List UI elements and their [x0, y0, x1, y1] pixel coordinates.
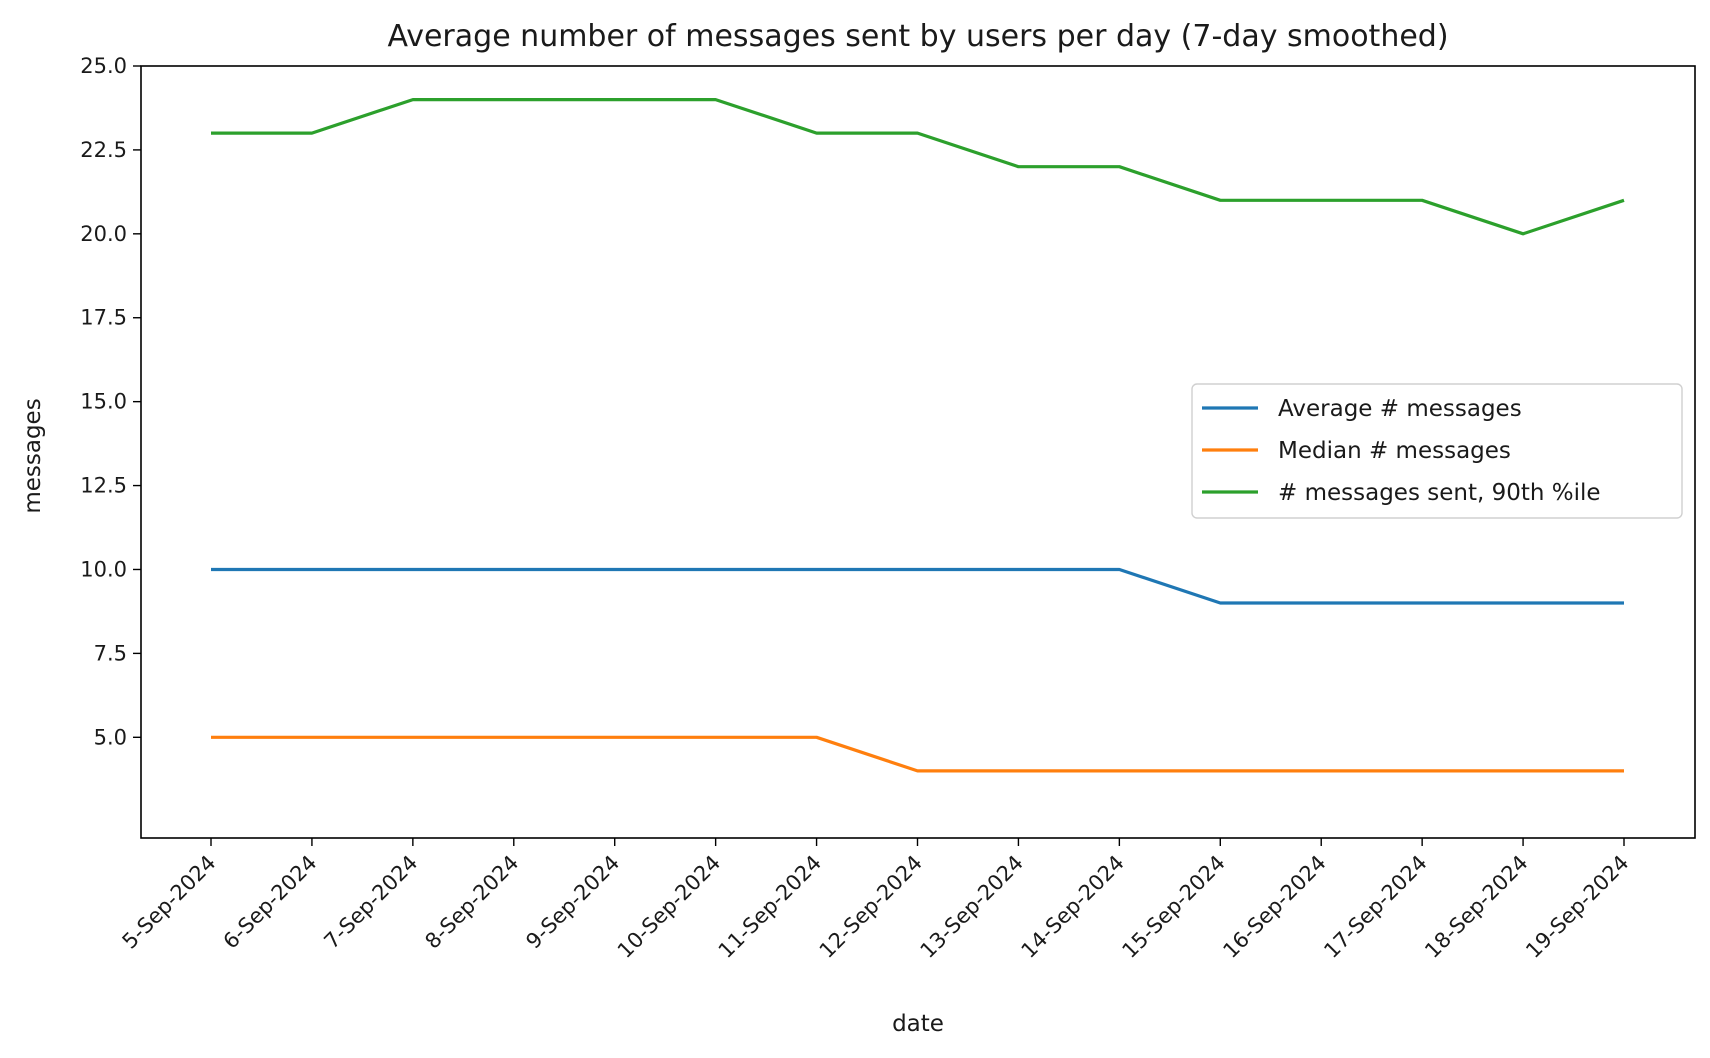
legend-label-median: Median # messages	[1278, 438, 1511, 464]
y-tick-label: 17.5	[80, 306, 127, 330]
plot-lines	[211, 97, 1625, 773]
chart-title: Average number of messages sent by users…	[387, 19, 1448, 54]
x-tick-label: 13-Sep-2024	[916, 851, 1028, 963]
series-line-90th	[211, 97, 1625, 236]
x-tick-label: 16-Sep-2024	[1218, 851, 1330, 963]
x-tick-label: 8-Sep-2024	[420, 851, 523, 954]
series-line-median	[211, 735, 1624, 773]
x-tick-label: 12-Sep-2024	[815, 851, 927, 963]
x-tick-label: 5-Sep-2024	[118, 851, 221, 954]
y-tick-label: 25.0	[80, 54, 127, 78]
y-tick-label: 10.0	[80, 557, 127, 581]
x-axis-label: date	[892, 1011, 944, 1037]
y-tick-label: 22.5	[80, 138, 127, 162]
x-axis: 5-Sep-20246-Sep-20247-Sep-20248-Sep-2024…	[118, 838, 1634, 963]
x-tick-label: 15-Sep-2024	[1117, 851, 1229, 963]
x-tick-label: 11-Sep-2024	[714, 851, 826, 963]
series-line-average	[211, 567, 1624, 605]
x-tick-label: 6-Sep-2024	[219, 851, 322, 954]
x-tick-label: 17-Sep-2024	[1319, 851, 1431, 963]
y-tick-label: 7.5	[94, 641, 127, 665]
legend-label-average: Average # messages	[1278, 396, 1522, 422]
x-tick-label: 14-Sep-2024	[1017, 851, 1129, 963]
y-tick-label: 12.5	[80, 474, 127, 498]
y-tick-label: 15.0	[80, 390, 127, 414]
x-tick-label: 19-Sep-2024	[1521, 851, 1633, 963]
legend-box	[1191, 383, 1683, 519]
legend-label-90th: # messages sent, 90th %ile	[1278, 480, 1601, 506]
x-tick-label: 18-Sep-2024	[1420, 851, 1532, 963]
x-tick-label: 7-Sep-2024	[319, 851, 422, 954]
x-tick-label: 10-Sep-2024	[613, 851, 725, 963]
y-tick-label: 5.0	[94, 725, 127, 749]
plot-frame	[140, 65, 1696, 839]
y-axis-label: messages	[20, 398, 46, 513]
legend: Average # messages Median # messages # m…	[1191, 383, 1683, 519]
y-tick-label: 20.0	[80, 222, 127, 246]
x-tick-label: 9-Sep-2024	[521, 851, 624, 954]
y-axis: 5.0 7.5 10.0 12.5 15.0 17.5 20.0 22.5 25.0	[80, 54, 141, 749]
